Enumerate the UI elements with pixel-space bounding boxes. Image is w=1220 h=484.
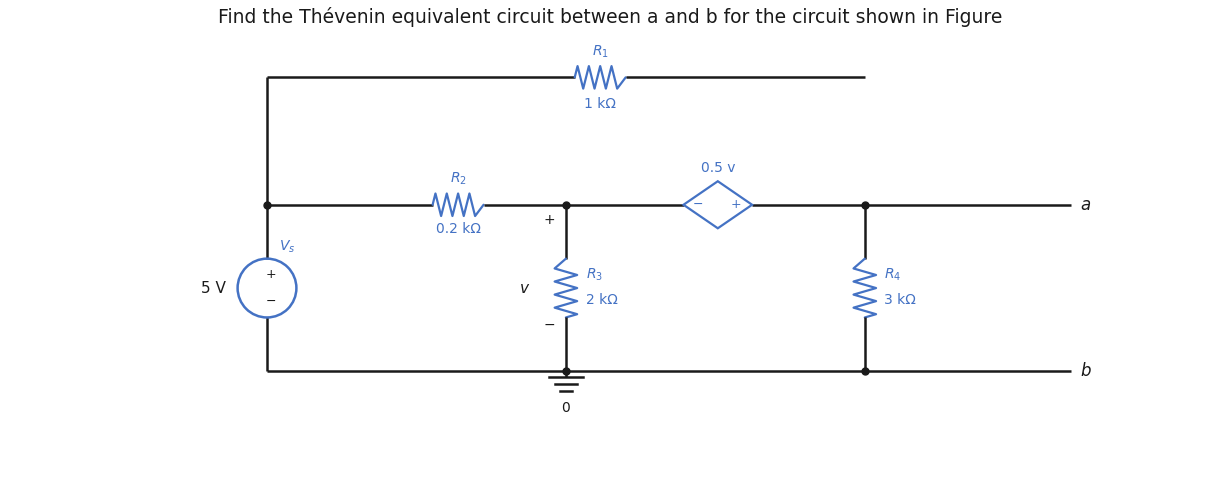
Text: $R_3$: $R_3$ [586,267,603,283]
Text: v: v [520,281,529,296]
Text: Find the Thévenin equivalent circuit between a and b for the circuit shown in Fi: Find the Thévenin equivalent circuit bet… [218,7,1002,27]
Text: $R_1$: $R_1$ [592,44,609,60]
Text: $R_4$: $R_4$ [884,267,902,283]
Text: +: + [543,213,555,227]
Text: 3 kΩ: 3 kΩ [884,293,916,307]
Text: +: + [266,268,276,281]
Text: 2 kΩ: 2 kΩ [586,293,617,307]
Text: 1 kΩ: 1 kΩ [584,97,616,111]
Text: a: a [1081,196,1091,214]
Text: 0: 0 [561,401,570,415]
Text: +: + [730,198,741,211]
Text: −: − [266,295,276,308]
Text: −: − [693,198,704,211]
Text: $R_2$: $R_2$ [450,171,466,187]
Text: $V_s$: $V_s$ [278,238,295,255]
Text: b: b [1081,363,1091,380]
Text: −: − [543,318,555,333]
Text: 5 V: 5 V [201,281,226,296]
Text: 0.2 kΩ: 0.2 kΩ [436,223,481,236]
Text: 0.5 v: 0.5 v [700,161,734,175]
